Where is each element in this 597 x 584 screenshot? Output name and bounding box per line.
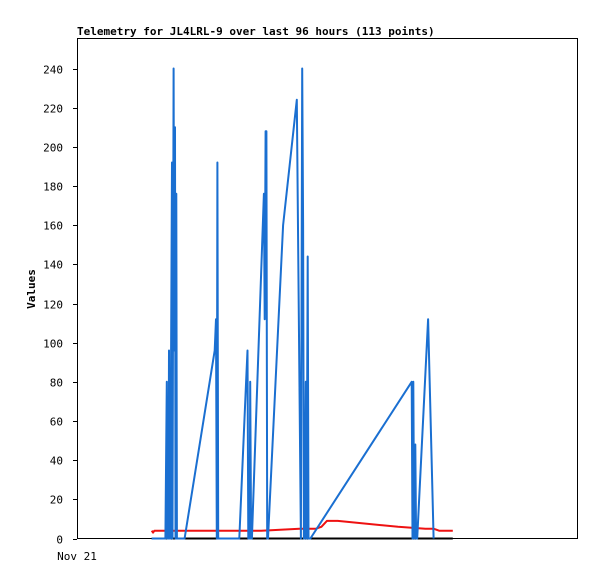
y-tick-label-20: 20 [50,494,63,507]
y-tick-label-220: 220 [43,103,63,116]
y-axis: 0 20 40 60 80 100 120 140 160 180 200 220 240 [43,64,77,547]
chart-title: Telemetry for JL4LRL-9 over last 96 hour… [77,25,435,38]
y-tick-label-140: 140 [43,259,63,272]
y-tick-label-120: 120 [43,299,63,312]
y-tick-label-160: 160 [43,220,63,233]
y-tick-label-60: 60 [50,416,63,429]
y-tick-label-0: 0 [56,534,63,547]
y-tick-label-40: 40 [50,455,63,468]
y-tick-label-200: 200 [43,142,63,155]
y-axis-label: Values [25,269,38,309]
y-tick-label-80: 80 [50,377,63,390]
blue-series-line [151,67,435,540]
x-tick-label-0: Nov 21 [57,550,97,563]
series-layer [150,67,453,540]
y-tick-label-240: 240 [43,64,63,77]
y-tick-label-180: 180 [43,181,63,194]
y-tick-label-100: 100 [43,338,63,351]
x-axis: Nov 21 [57,550,97,563]
